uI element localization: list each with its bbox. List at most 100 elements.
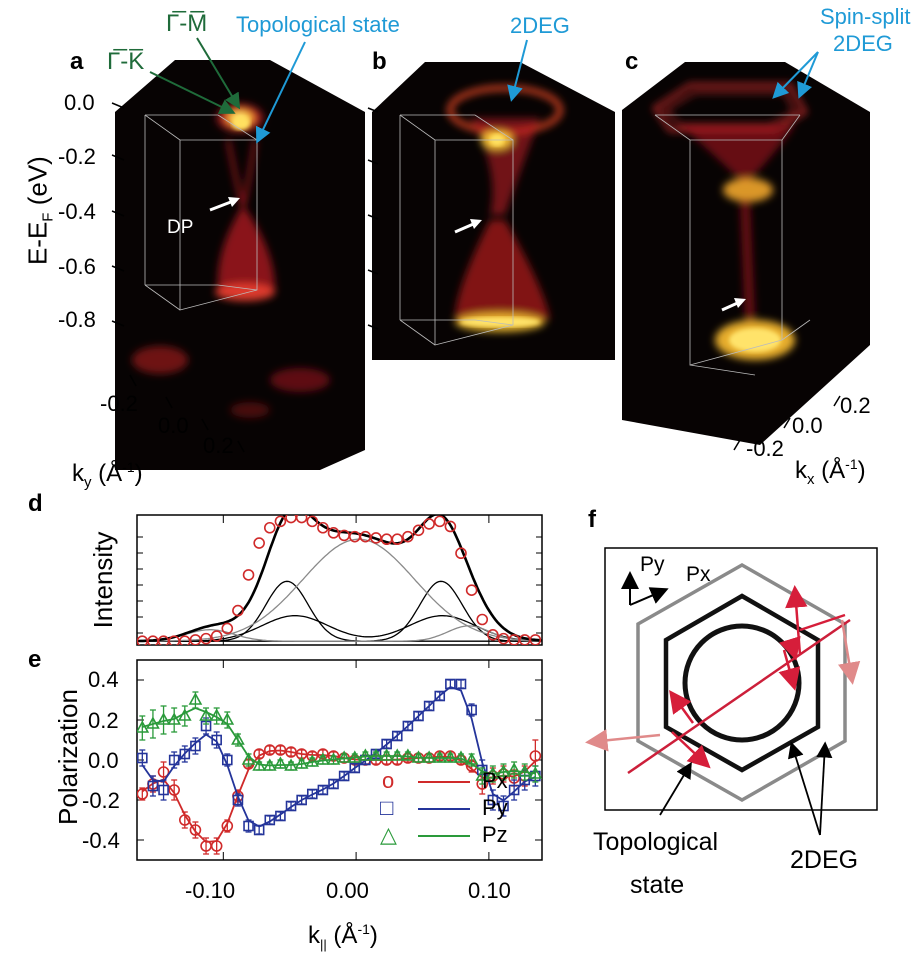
point-Pz bbox=[252, 758, 267, 771]
arpes-panel-b bbox=[367, 62, 615, 360]
point-Py bbox=[306, 788, 318, 800]
topo-callout-arrow bbox=[659, 761, 692, 816]
point-Py bbox=[190, 740, 201, 752]
point-Py bbox=[275, 810, 286, 822]
point-Py bbox=[158, 784, 169, 796]
point-Py bbox=[328, 778, 339, 790]
panel-letter-b: b bbox=[372, 48, 387, 75]
point-Py bbox=[243, 820, 254, 832]
intensity-point bbox=[221, 622, 234, 635]
topo-arrow bbox=[255, 41, 306, 144]
panel-e-axes bbox=[136, 659, 543, 861]
legend bbox=[418, 781, 470, 837]
legend-px-label: Px bbox=[482, 768, 508, 793]
point-Pz bbox=[137, 720, 150, 733]
point-Py bbox=[445, 678, 456, 690]
ky-tick-0: -0.2 bbox=[100, 391, 138, 416]
e-ytick-1: 0.2 bbox=[88, 708, 119, 733]
intensity-point bbox=[455, 547, 467, 560]
point-Py bbox=[423, 700, 435, 712]
point-Pz bbox=[262, 758, 277, 771]
e-ytick-4: -0.4 bbox=[82, 828, 120, 853]
intensity-point bbox=[444, 520, 457, 533]
e-xtick-1: 0.00 bbox=[326, 878, 369, 903]
fit-component-center bbox=[137, 538, 542, 642]
annotation-arrows bbox=[149, 37, 819, 312]
spin-split-label: Spin-split bbox=[820, 4, 911, 29]
spin-arrow-f5 bbox=[785, 585, 808, 656]
point-Py bbox=[349, 762, 361, 774]
spin-arrow-2 bbox=[797, 51, 819, 99]
point-Py bbox=[413, 710, 424, 722]
ky-tick-marks bbox=[129, 374, 245, 453]
panel-letter-a: a bbox=[70, 48, 84, 75]
f-px-label: Px bbox=[686, 563, 711, 586]
spin-arrow-f4 bbox=[671, 731, 711, 769]
kx-tick-0: -0.2 bbox=[746, 436, 784, 461]
panel-f-diagram bbox=[585, 547, 878, 836]
point-Pz bbox=[379, 748, 394, 761]
point-Pz bbox=[284, 758, 298, 771]
intensity-point bbox=[529, 634, 542, 645]
intensity-point bbox=[285, 515, 297, 524]
spin-arrow-f6 bbox=[799, 613, 846, 632]
point-Pz bbox=[528, 766, 542, 779]
intensity-point bbox=[232, 604, 244, 617]
gamma-m-label: Γ̅-M̅ bbox=[166, 10, 208, 37]
arpes-panel-c bbox=[622, 62, 870, 451]
point-Pz bbox=[475, 768, 490, 781]
point-Pz bbox=[496, 764, 511, 777]
bounding-box-b bbox=[399, 114, 514, 346]
k-parallel-axis-label: k|| (Å-1) bbox=[308, 921, 378, 952]
intensity-point bbox=[487, 629, 499, 641]
gm-arrow bbox=[196, 37, 241, 110]
point-Pz bbox=[337, 750, 352, 763]
ky-tick-2: 0.2 bbox=[203, 433, 234, 458]
point-Pz bbox=[273, 756, 288, 769]
point-Py bbox=[317, 784, 329, 796]
point-Pz bbox=[231, 732, 245, 745]
intensity-point bbox=[200, 632, 212, 645]
point-Py bbox=[466, 704, 477, 716]
spin-arrow-1 bbox=[772, 51, 819, 99]
point-Pz bbox=[220, 712, 235, 725]
point-Pz bbox=[177, 708, 192, 721]
intensity-point bbox=[402, 530, 414, 543]
gk-arrow bbox=[149, 71, 236, 114]
energy-axis-label: E-EF (eV) bbox=[22, 156, 57, 266]
point-Py bbox=[137, 752, 148, 764]
gamma-k-label: Γ̅-K̅ bbox=[107, 48, 145, 75]
intensity-axis-label: Intensity bbox=[88, 531, 118, 629]
intensity-point bbox=[242, 569, 255, 581]
intensity-point bbox=[253, 537, 265, 549]
point-Pz bbox=[507, 762, 521, 775]
point-Py bbox=[508, 784, 520, 796]
deg-callout-arrow-2 bbox=[816, 741, 833, 836]
legend-py-symbol: □ bbox=[380, 795, 394, 820]
point-Pz bbox=[146, 716, 160, 729]
point-Px bbox=[189, 824, 202, 836]
point-Py bbox=[402, 720, 414, 732]
point-Pz bbox=[305, 754, 320, 767]
point-Pz bbox=[347, 750, 362, 763]
fit-total-line bbox=[137, 515, 542, 643]
e-ytick-3: -0.2 bbox=[82, 788, 120, 813]
legend-py-label: Py bbox=[482, 795, 508, 820]
point-Py bbox=[168, 754, 180, 766]
kx-tick-2: 0.2 bbox=[840, 393, 871, 418]
point-Pz bbox=[326, 752, 341, 765]
point-Px bbox=[157, 766, 170, 778]
point-Pz bbox=[294, 756, 309, 769]
point-Py bbox=[455, 678, 467, 690]
fit-component-2DEG-inner bbox=[137, 625, 542, 642]
e-xtick-2: 0.10 bbox=[468, 878, 511, 903]
point-Pz bbox=[369, 748, 383, 761]
point-Px bbox=[137, 788, 149, 800]
point-Pz bbox=[390, 748, 405, 761]
intensity-point bbox=[295, 515, 308, 524]
point-Py bbox=[285, 800, 297, 812]
legend-pz-label: Pz bbox=[482, 822, 508, 847]
energy-ticks-b bbox=[367, 107, 379, 330]
point-Px bbox=[285, 746, 297, 758]
